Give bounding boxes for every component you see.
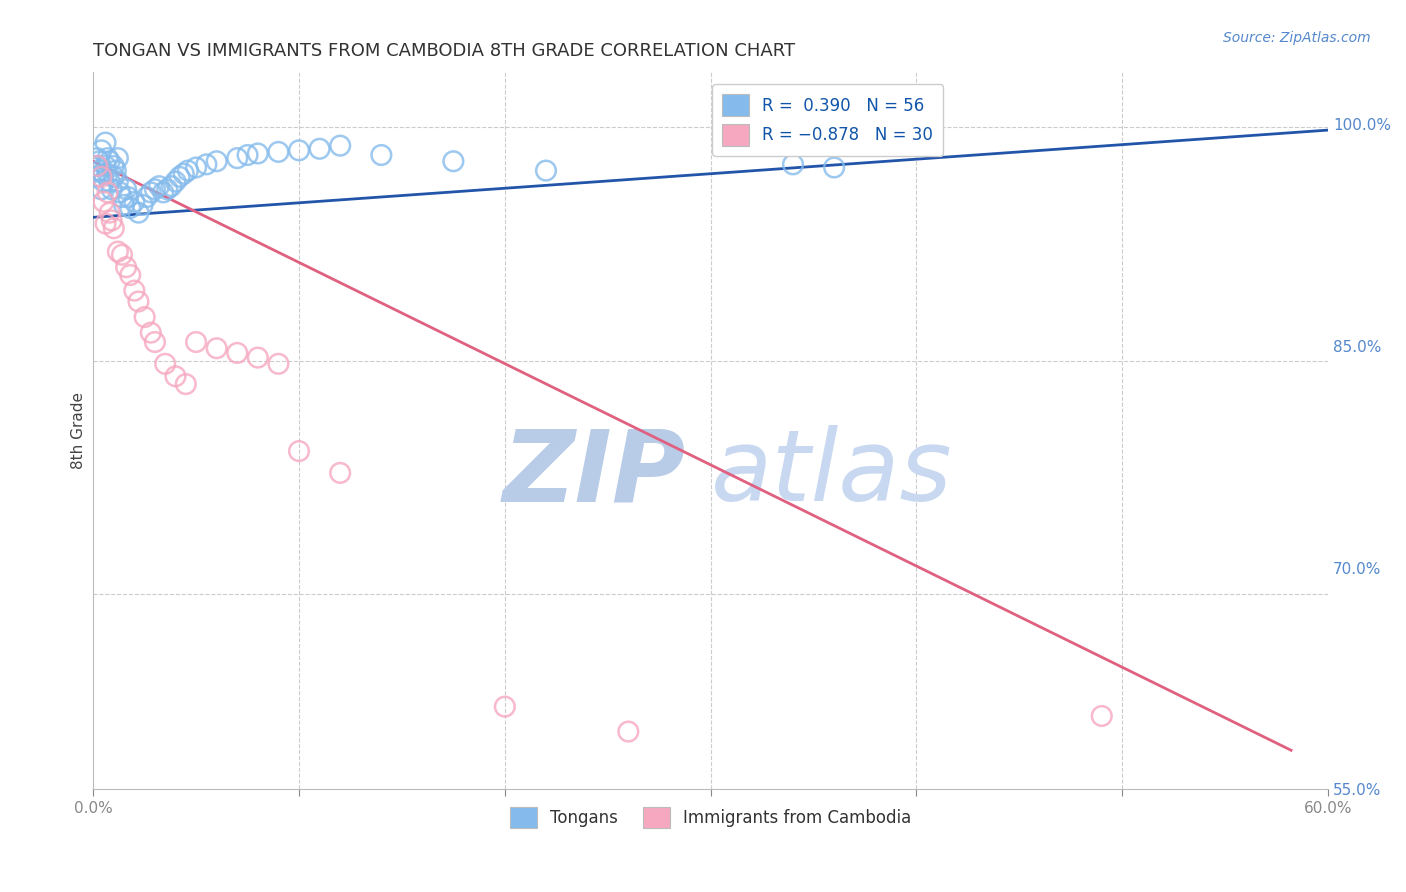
Point — [131, 198, 153, 212]
Point — [90, 169, 112, 184]
Point — [94, 159, 117, 173]
Point — [94, 217, 117, 231]
Point — [97, 151, 120, 165]
Point — [165, 174, 187, 188]
Point — [155, 357, 177, 371]
Point — [205, 154, 228, 169]
Y-axis label: 8th Grade: 8th Grade — [72, 392, 86, 469]
Point — [107, 151, 129, 165]
Point — [441, 154, 464, 169]
Point — [226, 151, 249, 165]
Point — [236, 148, 259, 162]
Point — [267, 357, 290, 371]
Point — [134, 310, 156, 324]
Point — [111, 190, 134, 204]
Point — [534, 163, 557, 178]
Point — [823, 161, 845, 175]
Point — [329, 138, 352, 153]
Point — [98, 174, 121, 188]
Point — [86, 151, 108, 165]
Point — [100, 182, 122, 196]
Point — [143, 334, 166, 349]
Point — [127, 294, 149, 309]
Text: TONGAN VS IMMIGRANTS FROM CAMBODIA 8TH GRADE CORRELATION CHART: TONGAN VS IMMIGRANTS FROM CAMBODIA 8TH G… — [93, 42, 796, 60]
Point — [174, 377, 197, 392]
Point — [139, 186, 162, 200]
Point — [97, 186, 120, 200]
Point — [90, 182, 112, 196]
Point — [97, 167, 120, 181]
Point — [267, 145, 290, 159]
Point — [89, 154, 111, 169]
Point — [86, 159, 108, 173]
Point — [782, 157, 804, 171]
Point — [143, 182, 166, 196]
Point — [139, 326, 162, 340]
Point — [177, 163, 200, 178]
Point — [117, 190, 139, 204]
Point — [103, 221, 125, 235]
Point — [169, 169, 191, 184]
Text: Source: ZipAtlas.com: Source: ZipAtlas.com — [1223, 31, 1371, 45]
Point — [93, 194, 115, 209]
Point — [86, 159, 108, 173]
Point — [107, 244, 129, 259]
Point — [111, 248, 134, 262]
Point — [98, 205, 121, 219]
Point — [103, 159, 125, 173]
Point — [94, 136, 117, 150]
Point — [494, 699, 516, 714]
Point — [246, 351, 269, 365]
Point — [195, 157, 218, 171]
Point — [329, 466, 352, 480]
Point — [617, 724, 640, 739]
Point — [120, 268, 142, 282]
Point — [135, 190, 157, 204]
Point — [226, 346, 249, 360]
Point — [160, 179, 183, 194]
Point — [107, 174, 129, 188]
Text: ZIP: ZIP — [503, 425, 686, 523]
Point — [127, 205, 149, 219]
Point — [84, 169, 107, 184]
Point — [115, 182, 138, 196]
Point — [184, 161, 207, 175]
Point — [152, 186, 174, 200]
Point — [1091, 709, 1114, 723]
Point — [288, 144, 311, 158]
Point — [148, 179, 170, 194]
Point — [115, 260, 138, 275]
Point — [103, 169, 125, 184]
Point — [112, 198, 135, 212]
Point — [98, 154, 121, 169]
Point — [308, 142, 330, 156]
Point — [124, 284, 146, 298]
Point — [246, 146, 269, 161]
Point — [89, 163, 111, 178]
Point — [93, 167, 115, 181]
Point — [90, 144, 112, 158]
Point — [124, 194, 146, 209]
Point — [370, 148, 392, 162]
Point — [184, 334, 207, 349]
Point — [173, 167, 195, 181]
Point — [100, 213, 122, 227]
Text: atlas: atlas — [710, 425, 952, 523]
Point — [288, 444, 311, 458]
Point — [205, 341, 228, 355]
Point — [104, 163, 127, 178]
Point — [108, 186, 131, 200]
Point — [93, 174, 115, 188]
Point — [120, 201, 142, 215]
Point — [156, 182, 179, 196]
Point — [165, 369, 187, 384]
Legend: Tongans, Immigrants from Cambodia: Tongans, Immigrants from Cambodia — [503, 800, 918, 835]
